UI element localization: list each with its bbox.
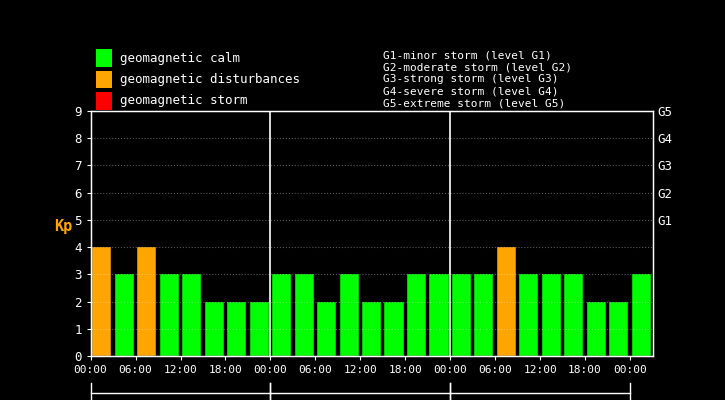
Bar — [519, 274, 539, 356]
Bar — [294, 274, 314, 356]
Bar — [429, 274, 449, 356]
Y-axis label: Kp: Kp — [54, 218, 72, 234]
Bar — [227, 302, 247, 356]
Bar — [92, 247, 112, 356]
Bar — [182, 274, 202, 356]
Bar — [407, 274, 426, 356]
Bar — [542, 274, 561, 356]
Bar — [317, 302, 336, 356]
FancyBboxPatch shape — [96, 71, 112, 88]
Bar — [609, 302, 629, 356]
Text: geomagnetic storm: geomagnetic storm — [120, 94, 248, 108]
Bar — [272, 274, 291, 356]
Text: G5-extreme storm (level G5): G5-extreme storm (level G5) — [383, 98, 565, 108]
Bar — [249, 302, 269, 356]
Text: G2-moderate storm (level G2): G2-moderate storm (level G2) — [383, 62, 572, 72]
Bar — [115, 274, 134, 356]
Bar — [587, 302, 606, 356]
FancyBboxPatch shape — [96, 92, 112, 110]
Bar — [384, 302, 404, 356]
Bar — [160, 274, 179, 356]
Text: G3-strong storm (level G3): G3-strong storm (level G3) — [383, 74, 558, 84]
Bar — [137, 247, 157, 356]
Bar — [339, 274, 359, 356]
Bar — [474, 274, 494, 356]
Text: G1-minor storm (level G1): G1-minor storm (level G1) — [383, 50, 552, 60]
Bar — [564, 274, 584, 356]
Bar — [452, 274, 471, 356]
FancyBboxPatch shape — [96, 49, 112, 67]
Text: geomagnetic disturbances: geomagnetic disturbances — [120, 73, 300, 86]
Text: geomagnetic calm: geomagnetic calm — [120, 52, 241, 64]
Text: G4-severe storm (level G4): G4-severe storm (level G4) — [383, 86, 558, 96]
Bar — [497, 247, 516, 356]
Bar — [631, 274, 651, 356]
Bar — [362, 302, 381, 356]
Bar — [204, 302, 224, 356]
